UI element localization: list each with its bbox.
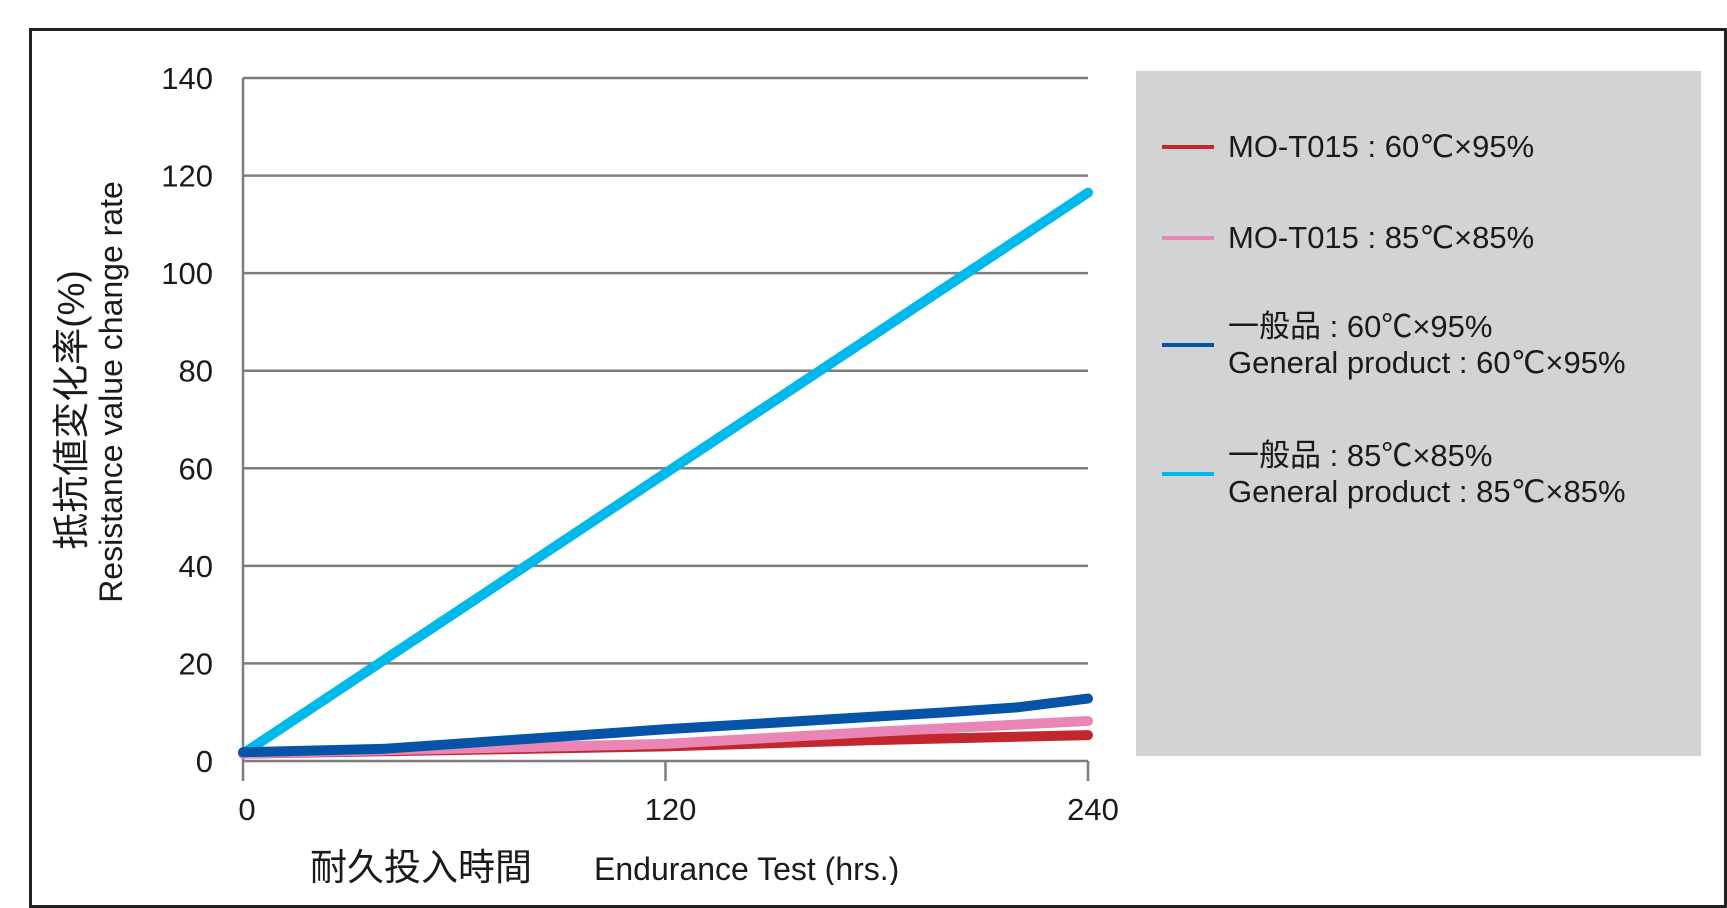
x-tick-label-0: 0 — [238, 792, 255, 827]
legend-swatch — [1162, 343, 1214, 347]
legend-label-line2: General product : 85℃×85% — [1228, 474, 1626, 509]
legend: MO-T015 : 60℃×95% MO-T015 : 85℃×85% 一般品 … — [1136, 71, 1701, 756]
series-line-3 — [238, 693, 1093, 758]
grid-lines — [243, 76, 1088, 665]
chart-svg: 0 20 40 60 80 100 120 140 0 120 240 抵抗値変化率(%) Res… — [51, 61, 1119, 885]
y-tick-label-100: 100 — [161, 256, 213, 291]
legend-item-mo-t015-85c: MO-T015 : 85℃×85% — [1162, 220, 1534, 256]
y-tick-label-140: 140 — [161, 61, 213, 96]
legend-label: 一般品 : 85℃×85% General product : 85℃×85% — [1228, 438, 1626, 510]
legend-swatch — [1162, 472, 1214, 476]
y-axis-title-en: Resistance value change rate — [93, 181, 129, 603]
legend-label-line2: General product : 60℃×95% — [1228, 345, 1626, 380]
axes — [241, 78, 1090, 781]
x-tick-labels: 0 120 240 — [238, 792, 1118, 827]
legend-label-line1: 一般品 : 85℃×85% — [1228, 438, 1493, 473]
y-tick-label-20: 20 — [179, 646, 213, 681]
x-tick-label-120: 120 — [645, 792, 697, 827]
x-tick-label-240: 240 — [1067, 792, 1119, 827]
legend-item-general-60c: 一般品 : 60℃×95% General product : 60℃×95% — [1162, 309, 1626, 381]
series-line-0 — [238, 187, 1093, 759]
legend-label-line1: 一般品 : 60℃×95% — [1228, 309, 1493, 344]
legend-item-general-85c: 一般品 : 85℃×85% General product : 85℃×85% — [1162, 438, 1626, 510]
y-tick-label-120: 120 — [161, 159, 213, 194]
series-lines — [238, 187, 1093, 759]
y-axis-title: 抵抗値変化率(%) — [51, 270, 92, 550]
legend-label: MO-T015 : 60℃×95% — [1228, 129, 1535, 164]
x-axis-title: 耐久投入時間 — [310, 847, 532, 885]
legend-label: 一般品 : 60℃×95% General product : 60℃×95% — [1228, 309, 1626, 381]
y-tick-label-40: 40 — [179, 549, 213, 584]
x-axis-title-en: Endurance Test (hrs.) — [594, 851, 899, 885]
y-tick-labels: 0 20 40 60 80 100 120 140 — [161, 61, 213, 779]
y-tick-label-0: 0 — [196, 744, 213, 779]
legend-swatch — [1162, 236, 1214, 240]
legend-label: MO-T015 : 85℃×85% — [1228, 220, 1535, 255]
y-tick-label-60: 60 — [179, 451, 213, 486]
legend-swatch — [1162, 145, 1214, 149]
y-tick-label-80: 80 — [179, 354, 213, 389]
legend-item-mo-t015-60c: MO-T015 : 60℃×95% — [1162, 129, 1534, 165]
